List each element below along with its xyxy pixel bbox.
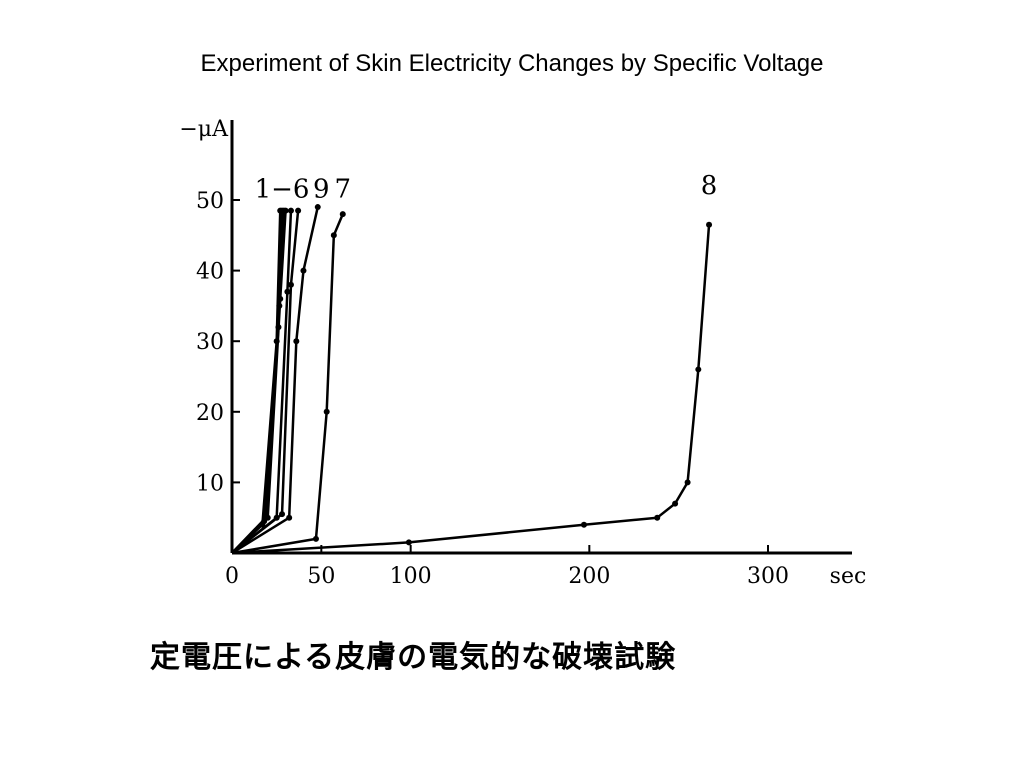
- data-point: [293, 338, 300, 345]
- data-point: [706, 221, 713, 228]
- series-label: 8: [701, 171, 718, 201]
- x-axis-label: sec: [830, 564, 867, 589]
- y-tick-label: 50: [196, 189, 224, 214]
- data-point: [295, 207, 302, 214]
- data-point: [312, 535, 319, 542]
- data-point: [339, 211, 346, 218]
- data-point: [277, 295, 284, 302]
- data-point: [580, 521, 587, 528]
- data-point: [287, 207, 294, 214]
- y-tick-label: 40: [196, 260, 224, 285]
- data-point: [282, 207, 289, 214]
- series-label: 9: [313, 175, 330, 205]
- y-axis-label: −μA: [179, 117, 229, 142]
- data-point: [300, 267, 307, 274]
- data-point: [284, 288, 291, 295]
- chart-caption: 定電圧による皮膚の電気的な破壊試験: [150, 640, 677, 675]
- series-label: 7: [334, 175, 351, 205]
- series-label: 1−6: [255, 175, 310, 205]
- series-layer: [231, 204, 713, 555]
- data-point: [684, 479, 691, 486]
- data-point: [672, 500, 679, 507]
- axes: 0 50 100 200 300 sec 10 20 30 40 50 −μA: [179, 117, 866, 589]
- data-point: [654, 514, 661, 521]
- series-line-8: [231, 224, 711, 555]
- y-tick-label: 10: [196, 471, 224, 496]
- x-tick-label: 300: [747, 564, 789, 589]
- slide-title: Experiment of Skin Electricity Changes b…: [200, 50, 824, 77]
- x-tick-label: 50: [307, 564, 335, 589]
- series-line-6: [231, 210, 300, 554]
- data-point: [314, 204, 321, 211]
- series-line-4: [231, 210, 287, 554]
- labels-layer: 1−6 9 7 8: [255, 171, 718, 205]
- y-tick-label: 30: [196, 330, 224, 355]
- data-point: [286, 514, 293, 521]
- data-point: [287, 281, 294, 288]
- data-point: [323, 408, 330, 415]
- data-point: [405, 539, 412, 546]
- data-point: [695, 366, 702, 373]
- x-tick-label: 100: [390, 564, 432, 589]
- x-tick-label: 0: [225, 564, 239, 589]
- data-point: [330, 232, 337, 239]
- data-point: [264, 514, 271, 521]
- y-tick-label: 20: [196, 401, 224, 426]
- series-line-1: [231, 210, 282, 554]
- x-tick-label: 200: [568, 564, 610, 589]
- data-point: [279, 511, 286, 518]
